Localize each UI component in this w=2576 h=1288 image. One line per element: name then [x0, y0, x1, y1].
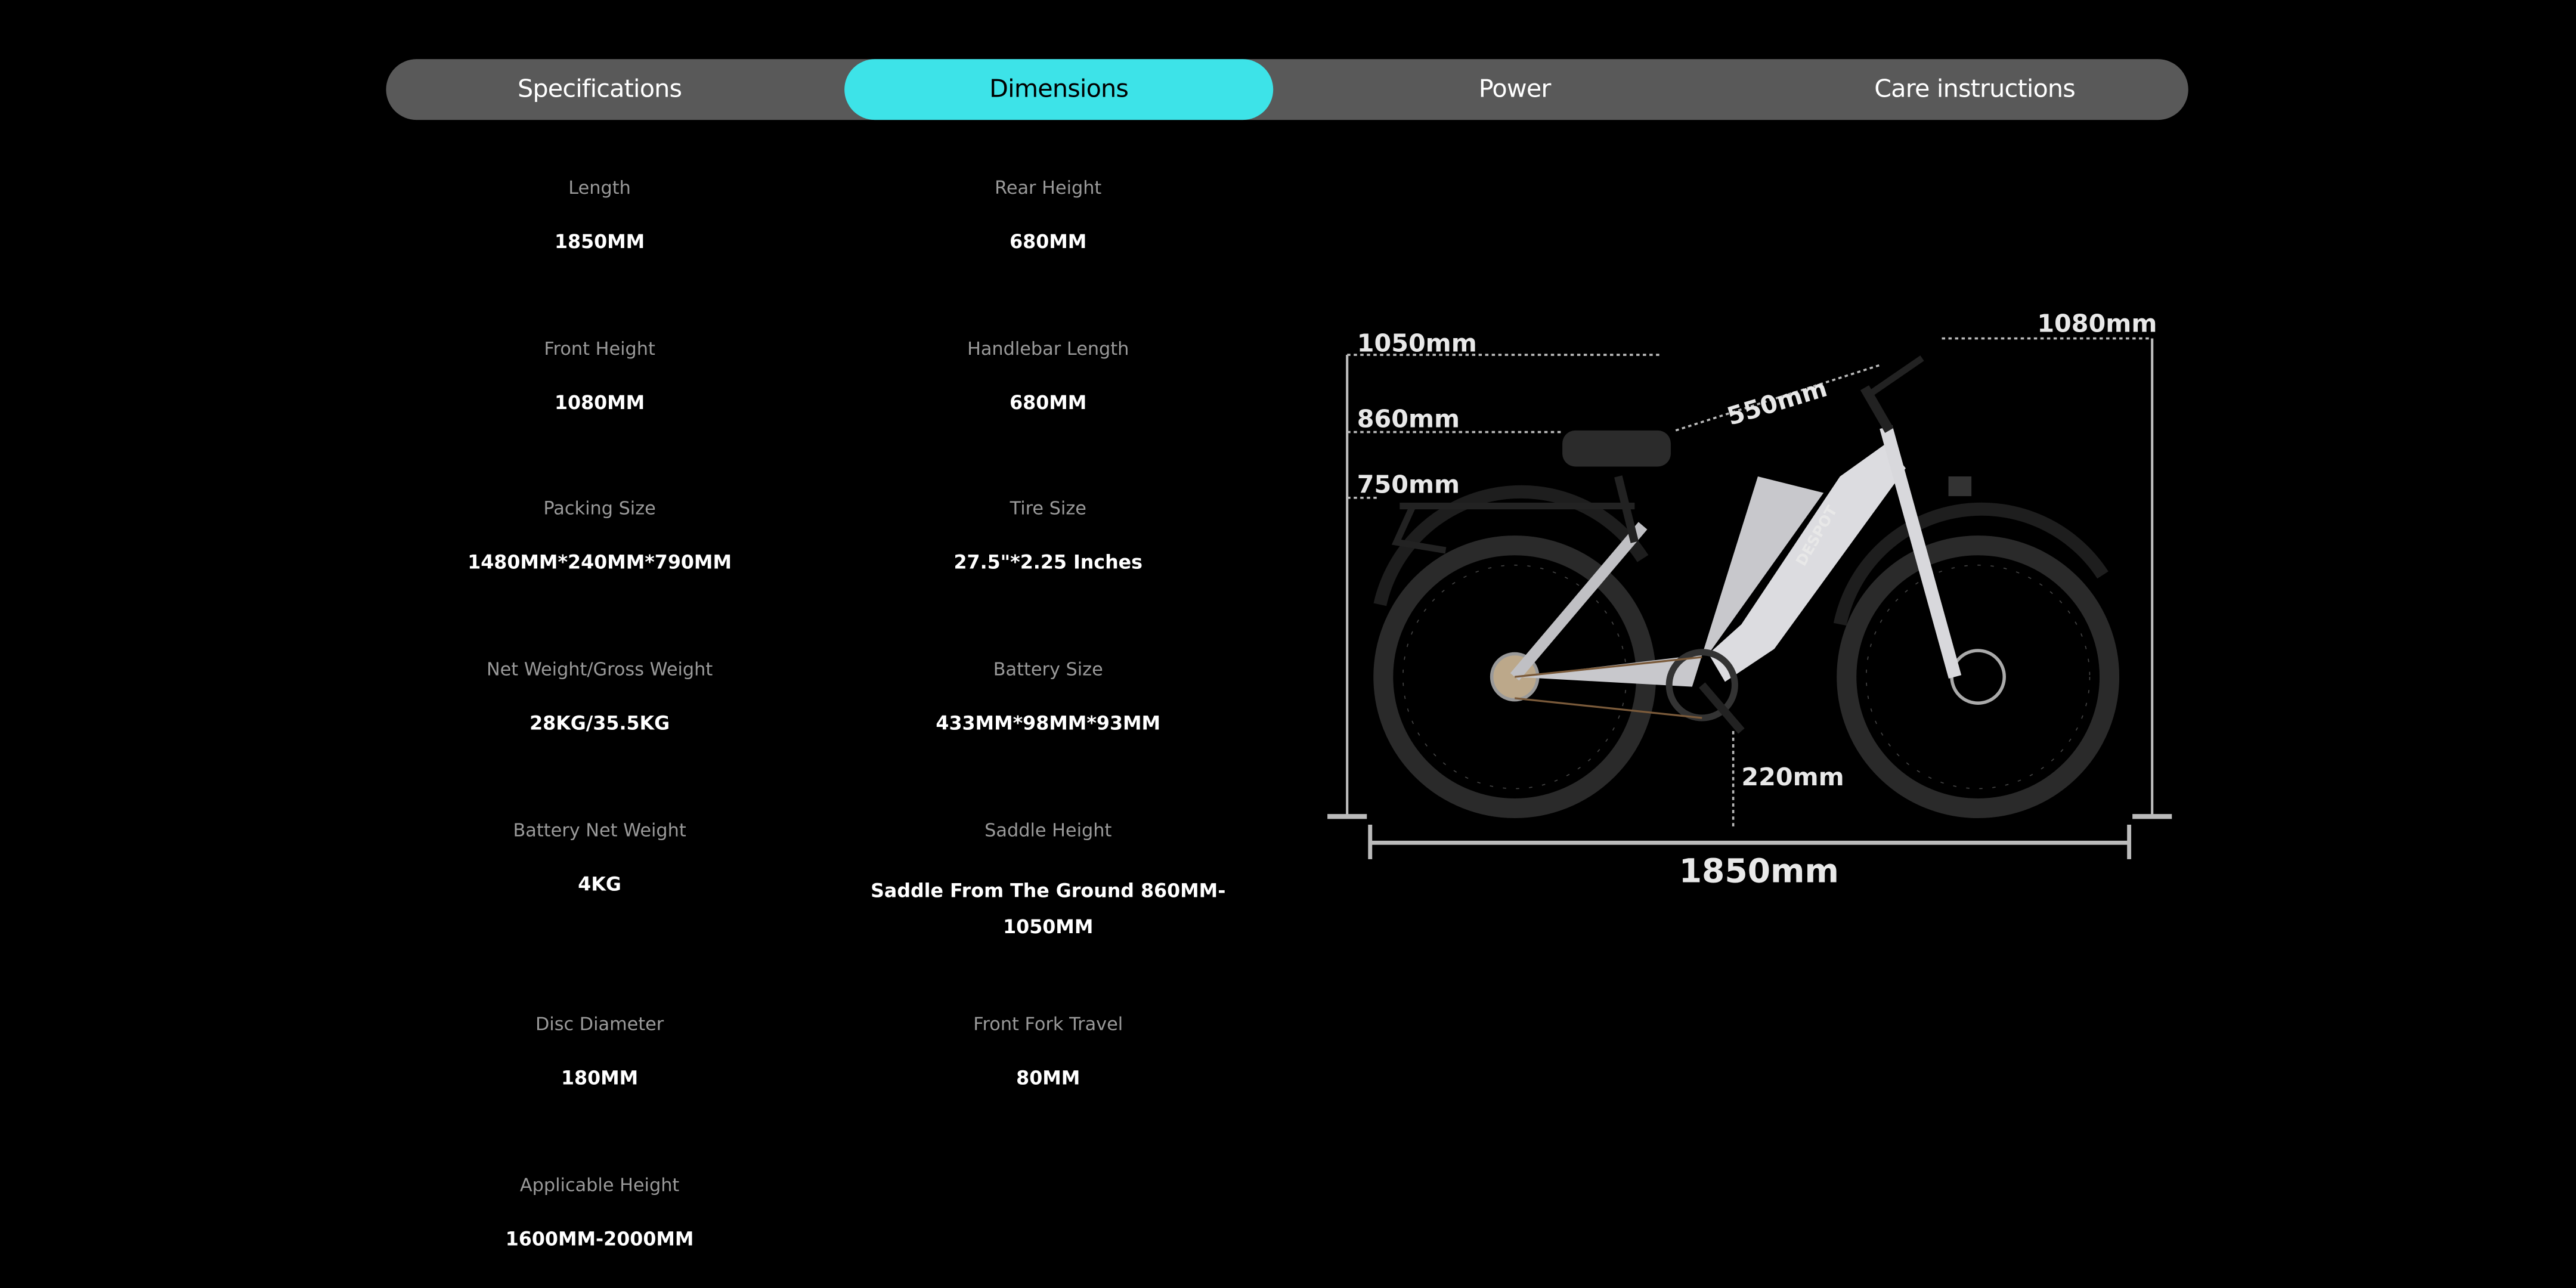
spec-value: 680MM: [1010, 230, 1087, 253]
spec-label: Packing Size: [543, 497, 656, 519]
spec-value: 80MM: [1016, 1066, 1080, 1089]
spec-item: Front Height 1080MM: [386, 339, 813, 421]
tab-specifications[interactable]: Specifications: [517, 73, 682, 104]
spec-item: Saddle Height Saddle From The Ground 860M…: [868, 820, 1229, 945]
spec-label: Handlebar Length: [967, 338, 1129, 360]
tab-power[interactable]: Power: [1478, 73, 1552, 104]
spec-value: 4KG: [578, 872, 621, 896]
spec-item: Front Fork Travel 80MM: [835, 1014, 1262, 1096]
spec-label: Battery Size: [993, 658, 1103, 680]
saddle: [1562, 430, 1671, 467]
tab-dimensions[interactable]: Dimensions: [844, 59, 1274, 120]
saddle-min-height-label: 860mm: [1357, 404, 1460, 433]
total-length-label: 1850mm: [1679, 852, 1839, 890]
spec-label: Net Weight/Gross Weight: [486, 658, 713, 680]
front-wheel: [1837, 535, 2120, 819]
spec-value: 28KG/35.5KG: [530, 711, 670, 735]
spec-label: Front Height: [544, 338, 655, 360]
spec-item: Battery Size 433MM*98MM*93MM: [835, 659, 1262, 741]
spec-value: 1850MM: [554, 230, 645, 253]
spec-item: Tire Size 27.5"*2.25 Inches: [835, 498, 1262, 580]
reach-label: 550mm: [1724, 374, 1831, 431]
spec-value: 1480MM*240MM*790MM: [467, 550, 732, 574]
spec-item: Net Weight/Gross Weight 28KG/35.5KG: [386, 659, 813, 741]
bike-illustration: DESPOT: [1373, 355, 2120, 819]
spec-label: Battery Net Weight: [513, 819, 686, 841]
spec-value: 433MM*98MM*93MM: [936, 711, 1161, 735]
spec-value: 180MM: [561, 1066, 639, 1089]
spec-value: Saddle From The Ground 860MM-1050MM: [871, 878, 1226, 939]
saddle-max-height-label: 1050mm: [1357, 329, 1477, 358]
spec-item: Disc Diameter 180MM: [386, 1014, 813, 1096]
spec-item: Battery Net Weight 4KG: [386, 820, 813, 902]
spec-value: 1600MM-2000MM: [505, 1227, 694, 1250]
tab-bar: Specifications Dimensions Power Care ins…: [386, 59, 2188, 120]
spec-item: Handlebar Length 680MM: [835, 339, 1262, 421]
rack-height-label: 750mm: [1357, 470, 1460, 499]
spec-item: Applicable Height 1600MM-2000MM: [386, 1175, 813, 1257]
spec-value: 27.5"*2.25 Inches: [953, 550, 1143, 574]
spec-label: Rear Height: [995, 177, 1102, 199]
ground-clearance-label: 220mm: [1741, 763, 1844, 791]
spec-label: Applicable Height: [519, 1174, 680, 1196]
spec-item: Rear Height 680MM: [835, 178, 1262, 260]
spec-label: Disc Diameter: [535, 1013, 664, 1035]
dimension-lines: [1327, 337, 2172, 859]
spec-item: Length 1850MM: [386, 178, 813, 260]
spec-value: 1080MM: [554, 391, 645, 414]
spec-label: Front Fork Travel: [973, 1013, 1123, 1035]
spec-value: 680MM: [1010, 391, 1087, 414]
spec-label: Tire Size: [1010, 497, 1086, 519]
front-height-label: 1080mm: [2037, 309, 2157, 338]
spec-label: Saddle Height: [984, 819, 1112, 841]
tab-care-instructions[interactable]: Care instructions: [1874, 73, 2076, 104]
spec-item: Packing Size 1480MM*240MM*790MM: [386, 498, 813, 580]
spec-label: Length: [568, 177, 631, 199]
